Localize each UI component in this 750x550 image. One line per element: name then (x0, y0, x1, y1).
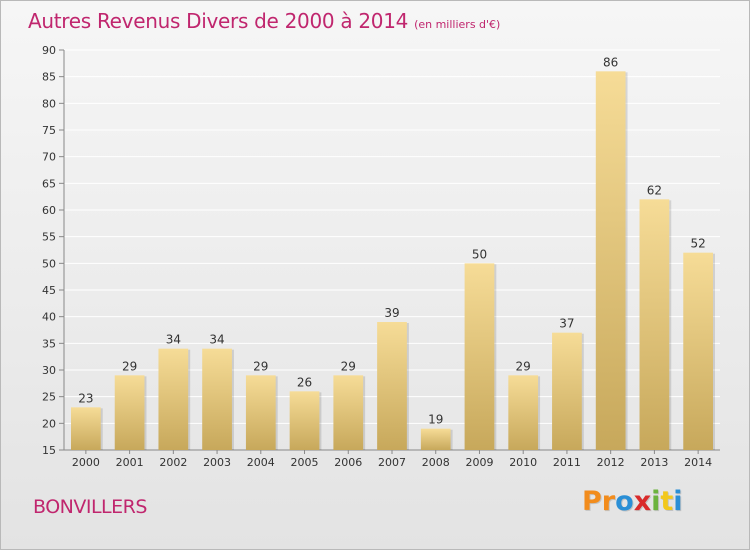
logo-letter: x (633, 486, 652, 517)
y-tick-label: 55 (42, 231, 56, 244)
x-tick-label: 2001 (116, 456, 144, 469)
y-tick-label: 50 (42, 257, 56, 270)
x-tick-label: 2012 (597, 456, 625, 469)
y-tick-label: 20 (42, 417, 56, 430)
data-label: 29 (122, 359, 137, 373)
x-tick-label: 2008 (422, 456, 450, 469)
logo-letter: i (651, 486, 661, 517)
logo-letter: t (660, 486, 674, 517)
x-tick-label: 2013 (640, 456, 668, 469)
bar-2006 (333, 375, 364, 450)
chart-title: Autres Revenus Divers de 2000 à 2014 (en … (28, 9, 500, 33)
label-layer: 23 29 34 34 29 26 29 39 19 50 29 37 86 62 52 (78, 55, 706, 426)
bar-2013 (639, 199, 670, 450)
bar-2009 (464, 263, 495, 450)
y-tick-label: 15 (42, 444, 56, 457)
bar-2005 (289, 391, 320, 450)
data-label: 26 (297, 375, 312, 389)
axis-layer: 15 20 25 30 35 40 45 50 55 60 65 70 75 80 85 90 2000 2001… (42, 44, 720, 469)
data-label: 29 (341, 359, 356, 373)
bar-layer (70, 71, 716, 450)
data-label: 19 (428, 413, 443, 427)
x-tick-label: 2009 (465, 456, 493, 469)
y-tick-label: 25 (42, 391, 56, 404)
logo-letter: P (582, 486, 602, 517)
logo-letter: o (615, 486, 634, 517)
x-tick-label: 2014 (684, 456, 712, 469)
bar-2014 (683, 252, 714, 450)
bar-2008 (420, 428, 451, 450)
bar-2000 (70, 407, 101, 450)
y-tick-label: 70 (42, 151, 56, 164)
bar-2002 (158, 348, 189, 450)
y-tick-label: 60 (42, 204, 56, 217)
data-label: 39 (384, 306, 399, 320)
y-tick-label: 65 (42, 177, 56, 190)
y-tick-label: 45 (42, 284, 56, 297)
title-text: Autres Revenus Divers de 2000 à 2014 (28, 9, 409, 33)
x-tick-label: 2011 (553, 456, 581, 469)
logo-letter: r (601, 486, 616, 517)
y-tick-label: 40 (42, 311, 56, 324)
y-tick-label: 30 (42, 364, 56, 377)
data-label: 37 (559, 317, 574, 331)
data-label: 86 (603, 55, 618, 69)
proxiti-logo[interactable]: Proxiti (582, 486, 683, 517)
bar-2012 (595, 71, 626, 450)
y-tick-label: 80 (42, 97, 56, 110)
logo-letter: i (673, 486, 683, 517)
x-tick-label: 2000 (72, 456, 100, 469)
commune-name: BONVILLERS (33, 496, 147, 518)
data-label: 52 (690, 237, 705, 251)
x-tick-label: 2005 (291, 456, 319, 469)
x-tick-label: 2010 (509, 456, 537, 469)
x-tick-label: 2003 (203, 456, 231, 469)
x-tick-label: 2004 (247, 456, 275, 469)
y-tick-label: 90 (42, 44, 56, 57)
bar-2004 (245, 375, 276, 450)
chart-subtitle: (en milliers d'€) (414, 18, 501, 31)
y-tick-label: 35 (42, 337, 56, 350)
data-label: 62 (647, 183, 662, 197)
x-tick-label: 2002 (159, 456, 187, 469)
bar-2010 (508, 375, 539, 450)
x-tick-label: 2006 (334, 456, 362, 469)
bar-2001 (114, 375, 145, 450)
bar-2003 (202, 348, 232, 450)
y-tick-label: 85 (42, 71, 56, 84)
data-label: 23 (78, 391, 93, 405)
data-label: 29 (516, 359, 531, 373)
data-label: 34 (209, 333, 224, 347)
bar-2007 (377, 322, 407, 450)
data-label: 29 (253, 359, 268, 373)
y-tick-label: 75 (42, 124, 56, 137)
bar-2011 (552, 332, 582, 450)
x-tick-label: 2007 (378, 456, 406, 469)
data-label: 50 (472, 247, 487, 261)
data-label: 34 (166, 333, 181, 347)
